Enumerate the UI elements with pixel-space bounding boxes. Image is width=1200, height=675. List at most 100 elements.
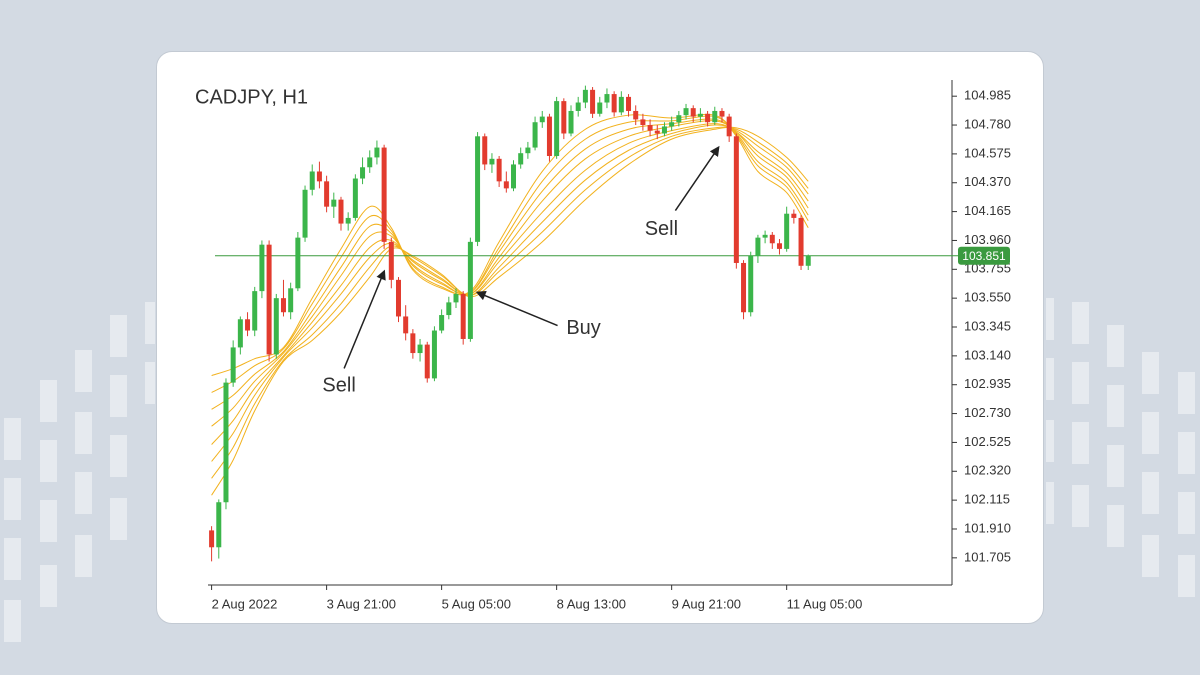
candle-body <box>582 89 588 103</box>
candle-body <box>237 319 243 348</box>
candle-body <box>252 291 258 331</box>
candle-body <box>554 101 560 157</box>
candle-body <box>403 316 409 334</box>
candle-body <box>216 502 222 548</box>
candle-body <box>741 262 747 313</box>
candle-body <box>647 125 653 131</box>
y-tick-label: 101.705 <box>964 549 1011 564</box>
y-tick-label: 104.780 <box>964 116 1011 131</box>
candle-body <box>360 167 366 179</box>
x-tick-label: 2 Aug 2022 <box>212 596 278 611</box>
candle-body <box>755 237 761 256</box>
candle-body <box>798 217 804 266</box>
x-tick-label: 8 Aug 13:00 <box>557 596 626 611</box>
candle-body <box>532 122 538 148</box>
candle-body <box>424 344 430 379</box>
candle-body <box>769 234 775 244</box>
candle-body <box>561 101 567 134</box>
y-tick-label: 102.525 <box>964 434 1011 449</box>
y-tick-label: 102.935 <box>964 376 1011 391</box>
candle-body <box>475 136 481 242</box>
y-tick-label: 101.910 <box>964 520 1011 535</box>
candle-body <box>525 147 531 154</box>
candle-body <box>467 241 473 339</box>
chart-card <box>156 51 1044 624</box>
candle-body <box>431 330 437 379</box>
ribbon-line <box>211 123 809 445</box>
annotation-label: Sell <box>645 218 678 240</box>
candle-body <box>697 113 703 117</box>
candle-body <box>669 122 675 127</box>
candle-body <box>496 158 502 182</box>
y-tick-label: 104.575 <box>964 145 1011 160</box>
y-tick-label: 103.140 <box>964 347 1011 362</box>
candle-body <box>367 157 373 168</box>
annotation-label: Sell <box>322 375 355 397</box>
ribbon-line <box>211 118 809 410</box>
candle-body <box>712 110 718 123</box>
candle-body <box>733 136 739 263</box>
candle-body <box>374 147 380 158</box>
annotation-label: Buy <box>566 317 600 339</box>
candle-body <box>453 293 459 303</box>
candle-body <box>690 108 696 117</box>
annotation-arrow <box>674 145 720 211</box>
price-label: 103.851 <box>962 249 1006 263</box>
y-tick-label: 102.730 <box>964 405 1011 420</box>
candle-body <box>338 199 344 224</box>
candle-body <box>410 333 416 354</box>
candle-body <box>604 94 610 103</box>
candle-body <box>511 164 517 189</box>
candle-body <box>395 279 401 317</box>
y-tick-label: 103.960 <box>964 232 1011 247</box>
candle-body <box>302 189 308 238</box>
candle-body <box>791 213 797 218</box>
candle-body <box>266 244 272 355</box>
candle-body <box>352 178 358 218</box>
candle-body <box>568 110 574 134</box>
candle-body <box>245 319 251 331</box>
candle-body <box>676 115 682 123</box>
y-tick-label: 103.345 <box>964 318 1011 333</box>
candle-body <box>611 94 617 113</box>
candle-body <box>295 237 301 289</box>
y-tick-label: 104.165 <box>964 203 1011 218</box>
candle-body <box>719 110 725 117</box>
candle-body <box>381 147 387 242</box>
candle-body <box>518 153 524 165</box>
candle-body <box>209 530 215 548</box>
annotation-arrow <box>343 269 386 369</box>
candle-body <box>633 110 639 120</box>
candle-body <box>539 116 545 123</box>
annotation-arrow <box>475 290 558 327</box>
candle-body <box>223 382 229 503</box>
candle-body <box>590 89 596 114</box>
ribbon-line <box>211 113 809 377</box>
candle-body <box>230 347 236 383</box>
ribbon-line <box>211 126 809 479</box>
candle-body <box>575 102 581 111</box>
y-tick-label: 104.985 <box>964 88 1011 103</box>
candle-body <box>626 96 632 111</box>
candle-body <box>726 116 732 137</box>
ribbon-line <box>211 115 809 393</box>
candle-body <box>784 213 790 249</box>
ribbon-line <box>211 120 809 427</box>
candle-body <box>316 171 322 182</box>
candle-body <box>417 344 423 354</box>
candle-body <box>654 130 660 134</box>
candle-body <box>661 126 667 134</box>
x-tick-label: 9 Aug 21:00 <box>672 596 741 611</box>
candle-body <box>683 108 689 116</box>
y-tick-label: 104.370 <box>964 174 1011 189</box>
candle-body <box>776 243 782 249</box>
y-tick-label: 102.320 <box>964 463 1011 478</box>
candle-body <box>259 244 265 292</box>
candle-body <box>503 181 509 189</box>
candle-body <box>546 116 552 157</box>
candle-body <box>460 293 466 339</box>
candle-body <box>288 288 294 313</box>
